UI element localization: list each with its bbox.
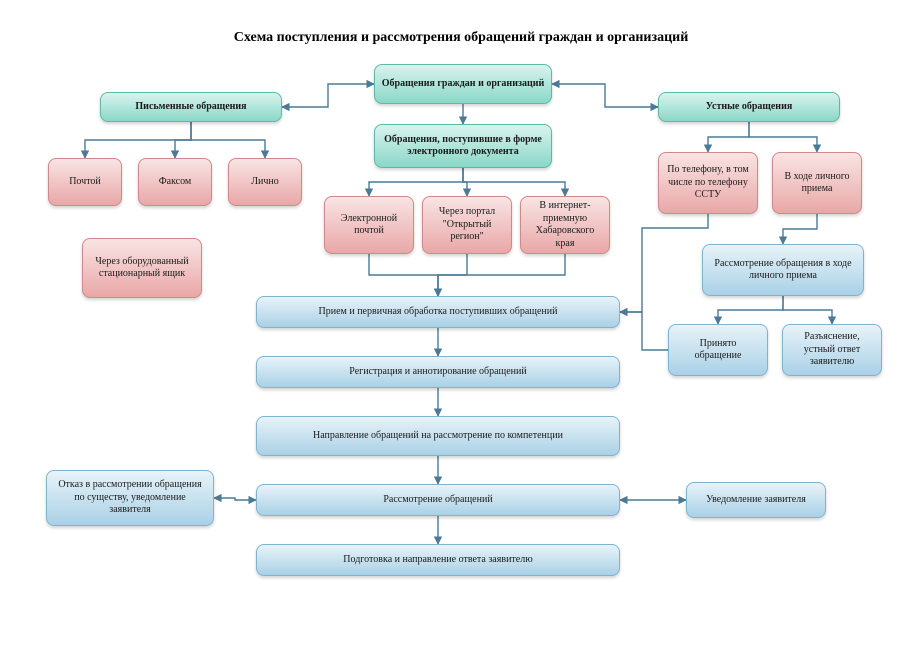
node-n_oral: Устные обращения [658,92,840,122]
node-n_accepted: Принято обращение [668,324,768,376]
node-n_mailbox: Через оборудованный стационарный ящик [82,238,202,298]
node-n_portal: Через портал "Открытый регион" [422,196,512,254]
node-n_fax: Факсом [138,158,212,206]
node-n_phone: По телефону, в том числе по телефону ССТ… [658,152,758,214]
node-n_p1: Прием и первичная обработка поступивших … [256,296,620,328]
node-n_notify: Уведомление заявителя [686,482,826,518]
node-n_visit: В ходе личного приема [772,152,862,214]
node-n_oralans: Разъяснение, устный ответ заявителю [782,324,882,376]
page-title: Схема поступления и рассмотрения обращен… [0,30,922,46]
node-n_root: Обращения граждан и организаций [374,64,552,104]
node-n_p3: Направление обращений на рассмотрение по… [256,416,620,456]
node-n_written: Письменные обращения [100,92,282,122]
node-n_edoc: Обращения, поступившие в форме электронн… [374,124,552,168]
node-n_p5: Подготовка и направление ответа заявител… [256,544,620,576]
node-n_p4: Рассмотрение обращений [256,484,620,516]
node-n_ireception: В интернет-приемную Хабаровского края [520,196,610,254]
node-n_post: Почтой [48,158,122,206]
node-n_review_visit: Рассмотрение обращения в ходе личного пр… [702,244,864,296]
node-n_p2: Регистрация и аннотирование обращений [256,356,620,388]
node-n_person: Лично [228,158,302,206]
node-n_refusal: Отказ в рассмотрении обращения по сущест… [46,470,214,526]
node-n_email: Электронной почтой [324,196,414,254]
